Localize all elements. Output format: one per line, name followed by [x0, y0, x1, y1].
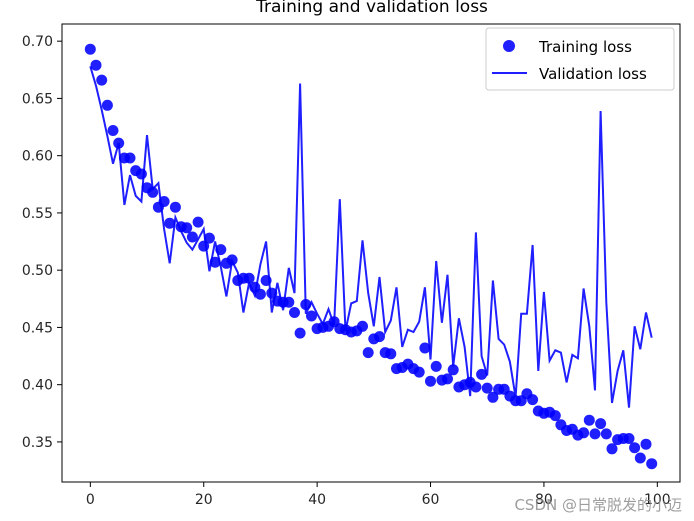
- plot-frame: [61, 23, 681, 483]
- training-loss-point: [413, 366, 425, 378]
- training-loss-point: [289, 307, 300, 318]
- legend-box: [485, 27, 675, 91]
- training-loss-point: [487, 391, 499, 403]
- training-loss-point: [283, 296, 295, 308]
- training-loss-point: [646, 458, 658, 470]
- training-loss-point: [243, 272, 255, 284]
- training-loss-point: [447, 364, 459, 376]
- training-loss-point: [629, 442, 641, 454]
- training-loss-point: [385, 348, 397, 360]
- training-loss-point: [442, 373, 453, 385]
- y-tick-label: 0.70: [22, 34, 53, 50]
- training-loss-points: [84, 43, 658, 470]
- x-axis: 0 20 40 60 80 100: [86, 482, 671, 508]
- training-loss-point: [362, 347, 374, 359]
- training-loss-point: [476, 368, 488, 380]
- training-loss-point: [215, 244, 227, 256]
- training-loss-point: [198, 240, 210, 252]
- y-tick-label: 0.60: [22, 149, 53, 165]
- watermark-text: CSDN @日常脱发的小迈: [514, 496, 682, 514]
- training-loss-point: [96, 74, 108, 86]
- training-loss-point: [181, 222, 193, 234]
- y-tick-label: 0.55: [22, 206, 53, 222]
- training-loss-point: [357, 320, 368, 332]
- x-tick-label: 80: [535, 492, 553, 508]
- y-axis: 0.35 0.40 0.45 0.50 0.55 0.60 0.65 0.70: [22, 34, 62, 451]
- x-tick-label: 40: [308, 492, 326, 508]
- training-loss-point: [300, 299, 312, 310]
- y-tick-label: 0.50: [22, 263, 53, 279]
- training-loss-point: [254, 288, 266, 300]
- legend-marker-training: [503, 40, 515, 52]
- validation-loss-line: [89, 66, 653, 408]
- legend-label-training: Training loss: [538, 38, 632, 56]
- training-loss-point: [634, 452, 646, 464]
- x-tick-label: 20: [195, 492, 213, 508]
- training-loss-point: [374, 331, 385, 343]
- training-loss-point: [589, 428, 601, 440]
- training-loss-point: [147, 186, 159, 198]
- training-loss-point: [527, 394, 539, 406]
- training-loss-point: [169, 201, 181, 213]
- x-tick-label: 0: [86, 492, 95, 508]
- training-loss-point: [481, 382, 493, 394]
- y-tick-label: 0.40: [22, 378, 53, 394]
- training-loss-point: [583, 414, 595, 426]
- training-loss-point: [306, 310, 317, 322]
- training-loss-point: [294, 327, 306, 339]
- training-loss-point: [606, 443, 618, 455]
- x-tick-label: 100: [644, 492, 671, 508]
- training-loss-point: [186, 231, 198, 243]
- training-loss-point: [90, 59, 102, 71]
- y-tick-label: 0.65: [22, 91, 53, 107]
- training-loss-point: [260, 275, 272, 286]
- training-loss-point: [192, 216, 204, 228]
- training-loss-point: [135, 168, 147, 180]
- training-loss-point: [623, 433, 635, 444]
- training-loss-point: [101, 99, 113, 111]
- training-loss-point: [209, 256, 221, 268]
- training-loss-point: [600, 428, 612, 440]
- chart-title: Training and validation loss: [255, 0, 488, 17]
- training-loss-point: [84, 43, 96, 55]
- training-loss-point: [107, 125, 119, 136]
- y-tick-label: 0.45: [22, 320, 53, 336]
- legend-label-validation: Validation loss: [539, 65, 647, 83]
- training-loss-point: [266, 287, 278, 299]
- training-loss-point: [124, 152, 136, 164]
- training-loss-point: [425, 375, 436, 387]
- training-loss-point: [470, 381, 482, 393]
- training-loss-point: [430, 360, 442, 372]
- training-loss-point: [164, 217, 176, 229]
- training-loss-point: [226, 254, 238, 266]
- training-loss-point: [640, 438, 652, 450]
- training-loss-point: [549, 410, 561, 422]
- training-loss-point: [158, 196, 170, 207]
- legend: Training loss Validation loss: [485, 27, 675, 91]
- y-tick-label: 0.35: [22, 435, 53, 451]
- training-loss-point: [203, 232, 215, 244]
- training-loss-point: [419, 342, 431, 354]
- training-loss-point: [578, 427, 590, 439]
- x-tick-label: 60: [422, 492, 440, 508]
- training-loss-point: [595, 418, 607, 430]
- training-loss-point: [113, 137, 125, 149]
